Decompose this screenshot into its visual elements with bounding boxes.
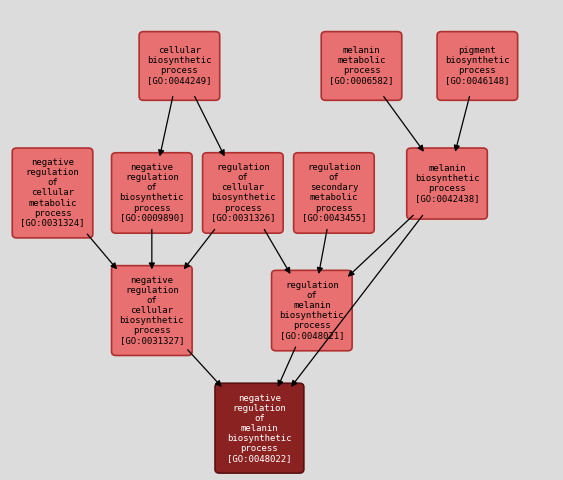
- FancyBboxPatch shape: [12, 148, 93, 238]
- FancyBboxPatch shape: [437, 32, 517, 100]
- Text: regulation
of
secondary
metabolic
process
[GO:0043455]: regulation of secondary metabolic proces…: [302, 163, 366, 223]
- FancyBboxPatch shape: [215, 383, 304, 473]
- Text: melanin
metabolic
process
[GO:0006582]: melanin metabolic process [GO:0006582]: [329, 47, 394, 85]
- Text: negative
regulation
of
cellular
biosynthetic
process
[GO:0031327]: negative regulation of cellular biosynth…: [119, 276, 184, 345]
- FancyBboxPatch shape: [111, 265, 192, 356]
- FancyBboxPatch shape: [406, 148, 488, 219]
- Text: negative
regulation
of
cellular
metabolic
process
[GO:0031324]: negative regulation of cellular metaboli…: [20, 158, 85, 228]
- FancyBboxPatch shape: [139, 32, 220, 100]
- Text: regulation
of
melanin
biosynthetic
process
[GO:0048021]: regulation of melanin biosynthetic proce…: [280, 281, 344, 340]
- FancyBboxPatch shape: [321, 32, 402, 100]
- FancyBboxPatch shape: [271, 270, 352, 351]
- Text: pigment
biosynthetic
process
[GO:0046148]: pigment biosynthetic process [GO:0046148…: [445, 47, 510, 85]
- FancyBboxPatch shape: [111, 153, 192, 233]
- FancyBboxPatch shape: [203, 153, 283, 233]
- Text: negative
regulation
of
biosynthetic
process
[GO:0009890]: negative regulation of biosynthetic proc…: [119, 163, 184, 223]
- FancyBboxPatch shape: [294, 153, 374, 233]
- Text: negative
regulation
of
melanin
biosynthetic
process
[GO:0048022]: negative regulation of melanin biosynthe…: [227, 394, 292, 463]
- Text: cellular
biosynthetic
process
[GO:0044249]: cellular biosynthetic process [GO:004424…: [147, 47, 212, 85]
- Text: regulation
of
cellular
biosynthetic
process
[GO:0031326]: regulation of cellular biosynthetic proc…: [211, 163, 275, 223]
- Text: melanin
biosynthetic
process
[GO:0042438]: melanin biosynthetic process [GO:0042438…: [415, 164, 479, 203]
